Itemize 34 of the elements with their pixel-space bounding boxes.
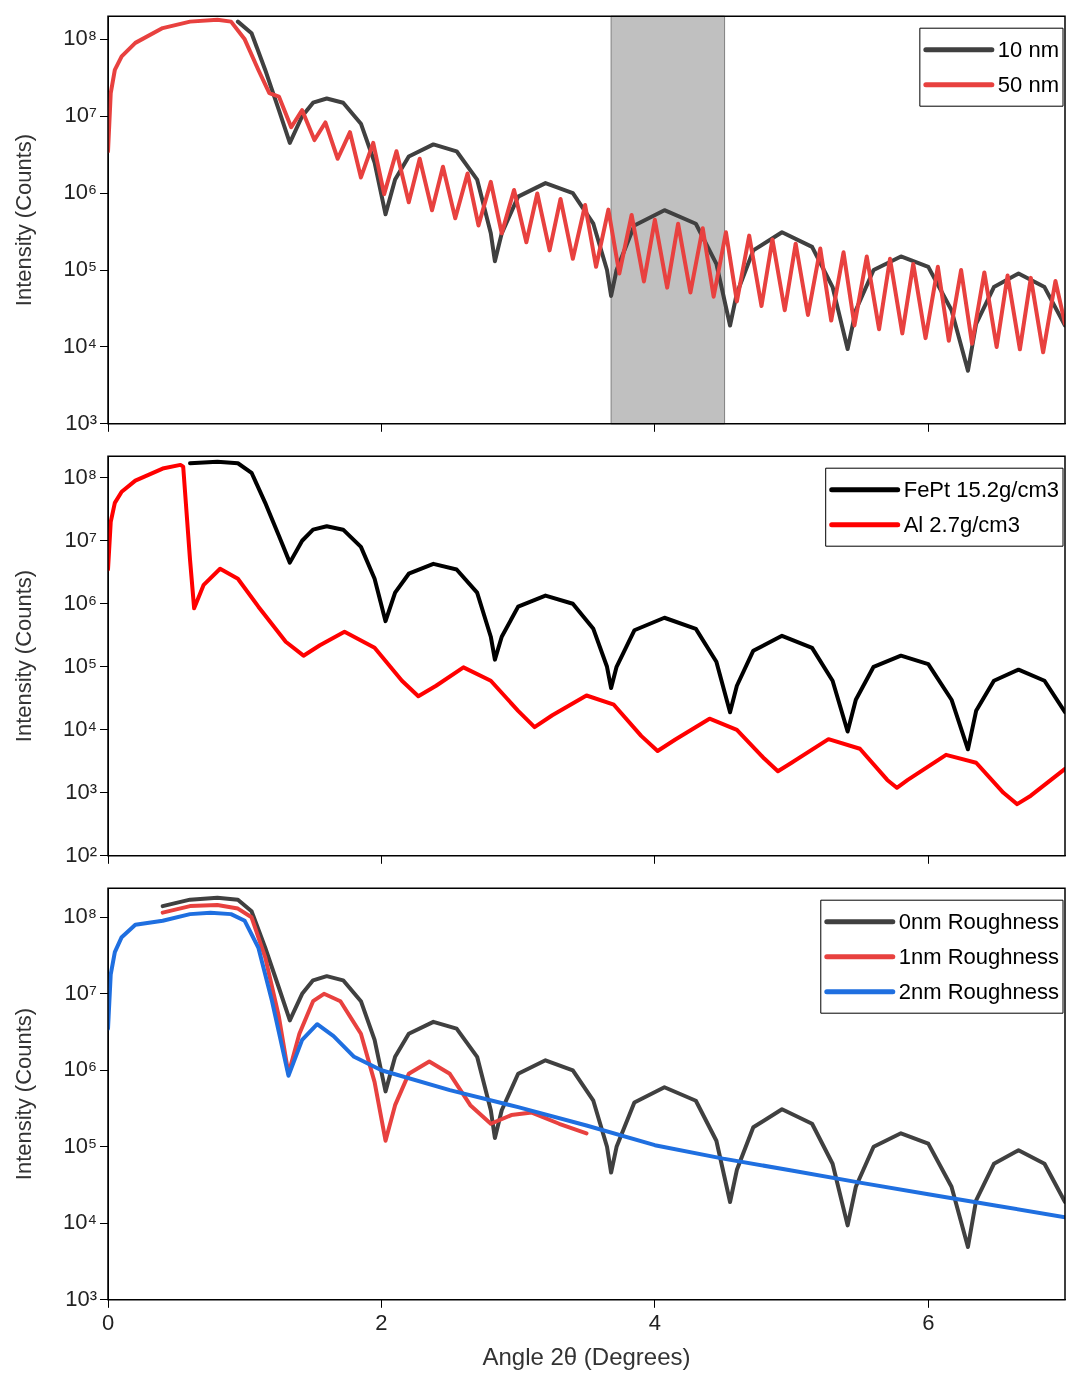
x-tick-label: 0 bbox=[101, 1310, 115, 1336]
y-axis-title: Intensity (Counts) bbox=[11, 569, 37, 743]
y-tick-label: 10⁴ bbox=[63, 1209, 97, 1235]
legend-label: FePt 15.2g/cm3 bbox=[903, 476, 1060, 502]
y-axis-title: Intensity (Counts) bbox=[11, 1007, 37, 1181]
legend-label: 50 nm bbox=[997, 71, 1060, 97]
y-tick-label: 10⁸ bbox=[63, 463, 97, 489]
legend-label: Al 2.7g/cm3 bbox=[903, 511, 1020, 537]
legend-label: 2nm Roughness bbox=[898, 978, 1060, 1004]
y-tick-label: 10⁵ bbox=[63, 652, 97, 678]
y-tick-label: 10⁷ bbox=[64, 102, 98, 128]
y-tick-label: 10⁸ bbox=[63, 25, 97, 51]
legend-label: 0nm Roughness bbox=[898, 908, 1060, 934]
y-tick-label: 10³ bbox=[65, 778, 97, 804]
y-axis-title: Intensity (Counts) bbox=[11, 133, 37, 307]
y-tick-label: 10⁷ bbox=[64, 979, 98, 1005]
y-tick-label: 10³ bbox=[65, 1285, 97, 1311]
y-tick-label: 10⁴ bbox=[63, 715, 97, 741]
x-axis-title: Angle 2θ (Degrees) bbox=[482, 1343, 691, 1371]
y-tick-label: 10⁴ bbox=[63, 332, 97, 358]
y-tick-label: 10⁶ bbox=[63, 179, 97, 205]
legend-label: 10 nm bbox=[997, 36, 1060, 62]
x-tick-label: 2 bbox=[375, 1310, 388, 1336]
y-tick-label: 10⁵ bbox=[63, 256, 97, 282]
y-tick-label: 10³ bbox=[65, 409, 97, 435]
x-tick-label: 6 bbox=[922, 1310, 935, 1336]
y-tick-label: 10⁵ bbox=[63, 1132, 97, 1158]
legend-label: 1nm Roughness bbox=[898, 943, 1060, 969]
y-tick-label: 10⁷ bbox=[64, 526, 98, 552]
y-tick-label: 10² bbox=[65, 841, 97, 867]
y-tick-label: 10⁸ bbox=[63, 903, 97, 929]
y-tick-label: 10⁶ bbox=[63, 1056, 97, 1082]
y-tick-label: 10⁶ bbox=[63, 589, 97, 615]
x-tick-label: 4 bbox=[648, 1310, 661, 1336]
